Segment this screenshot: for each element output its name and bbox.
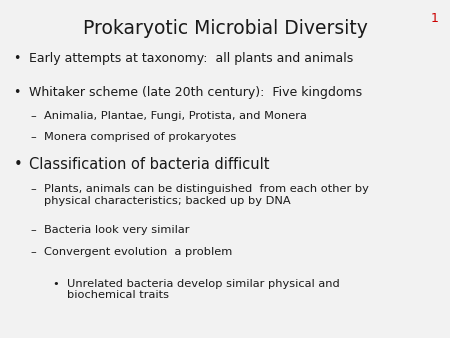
Text: Plants, animals can be distinguished  from each other by
physical characteristic: Plants, animals can be distinguished fro… [44, 184, 369, 206]
Text: –: – [31, 132, 36, 142]
Text: Convergent evolution  a problem: Convergent evolution a problem [44, 247, 232, 258]
Text: –: – [31, 247, 36, 258]
Text: Monera comprised of prokaryotes: Monera comprised of prokaryotes [44, 132, 236, 142]
Text: Animalia, Plantae, Fungi, Protista, and Monera: Animalia, Plantae, Fungi, Protista, and … [44, 111, 307, 121]
Text: –: – [31, 184, 36, 194]
Text: Prokaryotic Microbial Diversity: Prokaryotic Microbial Diversity [82, 19, 368, 38]
Text: Unrelated bacteria develop similar physical and
biochemical traits: Unrelated bacteria develop similar physi… [67, 279, 339, 300]
Text: Whitaker scheme (late 20th century):  Five kingdoms: Whitaker scheme (late 20th century): Fiv… [29, 86, 362, 99]
Text: •: • [52, 279, 58, 289]
Text: Classification of bacteria difficult: Classification of bacteria difficult [29, 157, 270, 172]
Text: •: • [14, 157, 22, 172]
Text: –: – [31, 225, 36, 235]
Text: Bacteria look very similar: Bacteria look very similar [44, 225, 189, 235]
Text: •: • [14, 52, 21, 65]
Text: Early attempts at taxonomy:  all plants and animals: Early attempts at taxonomy: all plants a… [29, 52, 354, 65]
Text: –: – [31, 111, 36, 121]
Text: •: • [14, 86, 21, 99]
Text: 1: 1 [431, 12, 439, 25]
